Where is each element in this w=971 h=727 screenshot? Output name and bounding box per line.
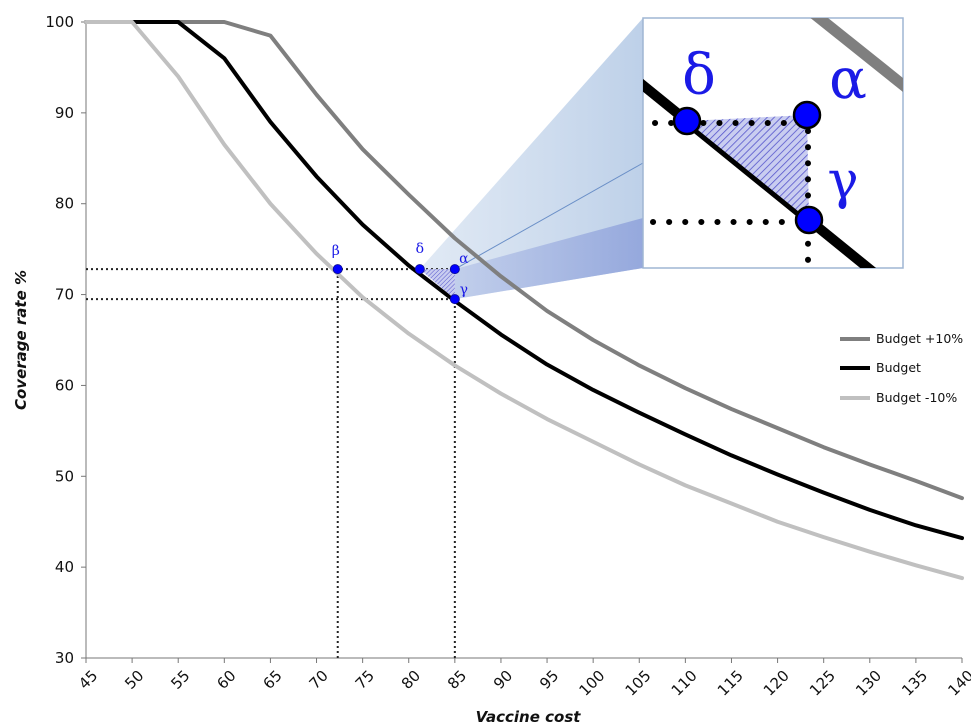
y-tick-label: 70: [55, 286, 74, 304]
x-tick-label: 100: [575, 667, 608, 700]
x-tick-label: 70: [306, 667, 332, 693]
inset-point-marker: [672, 106, 702, 136]
inset-hatched-triangle: [687, 115, 809, 220]
y-tick-label: 40: [55, 558, 74, 576]
legend: Budget +10% Budget Budget -10%: [840, 331, 963, 405]
inset-budget-plus-line: [810, 18, 903, 93]
zoom-cone-outer: [419, 18, 643, 300]
series-line-1: [84, 20, 964, 501]
x-tick-label: 110: [668, 667, 701, 700]
inset-label: γ: [827, 151, 858, 211]
zoom-connector: [454, 162, 644, 270]
legend-label-3: Budget -10%: [876, 390, 957, 405]
annotation-points: β δ αγ: [332, 241, 469, 305]
x-tick-label: 120: [760, 667, 793, 700]
y-tick-label: 80: [55, 195, 74, 213]
guide-lines: [86, 268, 456, 658]
zoom-cone: [419, 18, 644, 300]
x-tick-label: 65: [260, 667, 286, 693]
inset-point-marker: [792, 100, 822, 130]
inset-label: δ: [682, 43, 716, 108]
y-tick-label: 60: [55, 376, 74, 394]
x-tick-label: 115: [714, 667, 747, 700]
y-tick-label: 90: [55, 104, 74, 122]
point-marker: [449, 294, 460, 305]
y-tick-label: 100: [45, 13, 74, 31]
x-tick-label: 105: [622, 667, 655, 700]
zoom-inset: δ αγ: [642, 17, 904, 269]
legend-label-2: Budget: [876, 360, 921, 375]
y-tick-label: 30: [55, 649, 74, 667]
x-tick-label: 95: [536, 667, 562, 693]
x-tick-label: 80: [398, 667, 424, 693]
inset-content: δ αγ: [643, 18, 903, 268]
point-label: γ: [460, 282, 468, 298]
hatched-triangle: [419, 269, 455, 300]
point-label: α: [459, 251, 469, 267]
x-tick-label: 130: [852, 667, 885, 700]
x-tick-label: 85: [444, 667, 470, 693]
x-axis-title: Vaccine cost: [476, 708, 582, 726]
x-tick-label: 135: [898, 667, 931, 700]
x-tick-label: 90: [490, 667, 516, 693]
x-tick-label: 50: [121, 667, 147, 693]
inset-label: α: [829, 47, 867, 112]
y-tick-label: 50: [55, 467, 74, 485]
point-marker: [449, 264, 460, 275]
x-tick-label: 75: [352, 667, 378, 693]
point-marker: [332, 264, 343, 275]
series-lines: [84, 20, 964, 581]
point-label: δ: [416, 241, 424, 257]
y-axis-title: Coverage rate %: [12, 270, 30, 410]
x-tick-label: 125: [806, 667, 839, 700]
legend-label-1: Budget +10%: [876, 331, 963, 346]
x-tick-label: 55: [167, 667, 193, 693]
point-label: β: [332, 243, 340, 259]
series-line-3: [84, 20, 964, 581]
point-marker: [414, 264, 425, 275]
x-tick-label: 60: [213, 667, 239, 693]
x-tick-label: 45: [75, 667, 101, 693]
inset-point-marker: [794, 205, 824, 235]
series-line-2: [84, 20, 964, 541]
x-tick-label: 140: [944, 667, 971, 700]
